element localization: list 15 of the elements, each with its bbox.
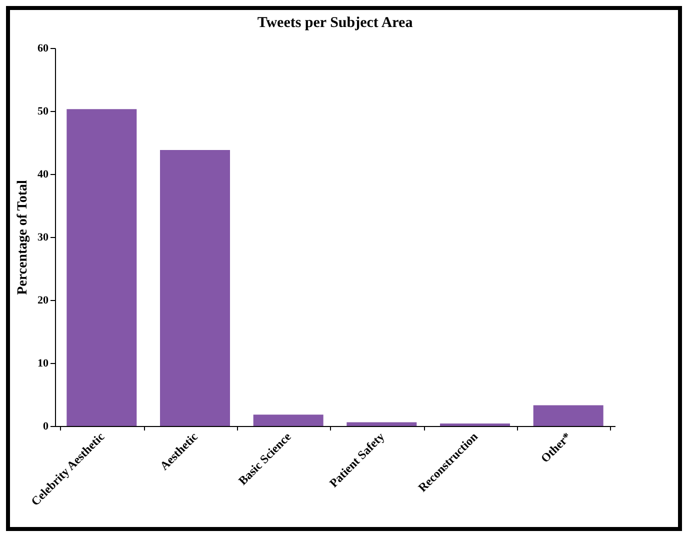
y-tick-label: 40 [38,168,49,180]
y-tick-label: 50 [38,106,49,118]
bar [440,423,510,426]
bar [533,405,604,426]
y-tick-label: 10 [38,358,49,370]
y-tick-label: 60 [38,42,49,54]
chart-title: Tweets per Subject Area [257,15,414,31]
y-tick-label: 20 [38,294,49,306]
bar [66,109,137,426]
bar [346,422,417,426]
y-axis-title: Percentage of Total [16,180,30,295]
bar [253,414,324,426]
y-tick-label: 0 [43,420,49,432]
y-tick-label: 30 [38,232,49,244]
bar [160,150,230,426]
